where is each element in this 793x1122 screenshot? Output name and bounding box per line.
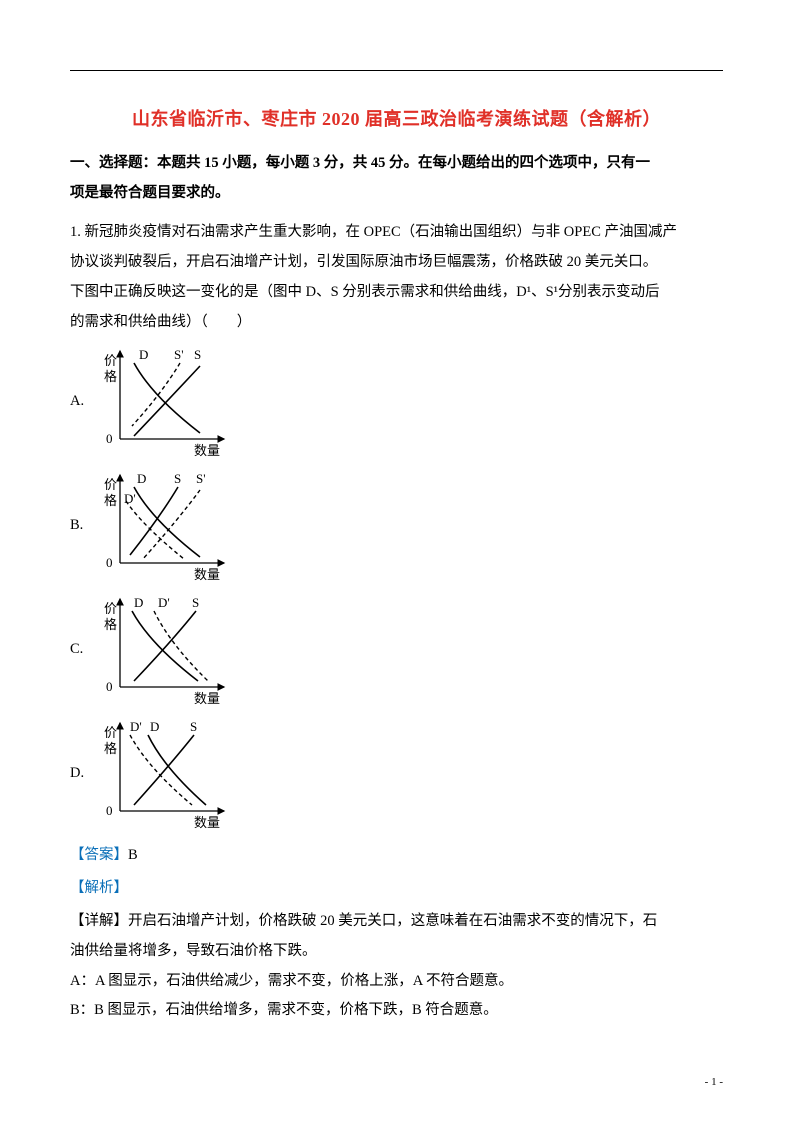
- svg-text:D: D: [137, 471, 146, 486]
- svg-text:格: 格: [104, 741, 117, 756]
- page-footer: - 1 -: [705, 1076, 723, 1088]
- chart-d: 价格 0 数量 D' D S: [92, 713, 232, 833]
- q1-line-1: 新冠肺炎疫情对石油需求产生重大影响，在 OPEC（石油输出国组织）与非 OPEC…: [85, 224, 678, 240]
- q1-line-3: 下图中正确反映这一变化的是（图中 D、S 分别表示需求和供给曲线，D¹、S¹分别…: [70, 278, 723, 308]
- svg-text:格: 格: [104, 493, 117, 508]
- instruction-line-1: 一、选择题：本题共 15 小题，每小题 3 分，共 45 分。在每小题给出的四个…: [70, 149, 723, 179]
- svg-text:价: 价: [104, 477, 117, 492]
- q1-line-4: 的需求和供给曲线）（ ）: [70, 308, 723, 338]
- svg-text:S: S: [192, 595, 199, 610]
- answer-label: 【答案】: [70, 847, 128, 863]
- svg-text:D: D: [134, 595, 143, 610]
- question-number: 1.: [70, 224, 81, 240]
- explain-line-1: 【详解】开启石油增产计划，价格跌破 20 美元关口，这意味着在石油需求不变的情况…: [70, 907, 723, 937]
- page-title: 山东省临沂市、枣庄市 2020 届高三政治临考演练试题（含解析）: [70, 105, 723, 131]
- svg-text:D: D: [139, 347, 148, 362]
- option-c: C. 价格 0 数量 D D' S: [70, 589, 723, 709]
- chart-a: 价格 0 数量 D S' S: [92, 341, 232, 461]
- svg-text:D': D': [124, 491, 136, 506]
- svg-text:0: 0: [106, 555, 113, 570]
- svg-text:数量: 数量: [194, 443, 220, 458]
- answer-value: B: [128, 847, 138, 863]
- svg-text:0: 0: [106, 679, 113, 694]
- svg-text:D': D': [130, 719, 142, 734]
- options-block: A. 价格0数量DS'S B. 价格0数量DSS'D' C. 价格0数量DD'S…: [70, 341, 723, 833]
- svg-text:S': S': [174, 347, 184, 362]
- explain-line-3: A：A 图显示，石油供给减少，需求不变，价格上涨，A 不符合题意。: [70, 967, 723, 997]
- q1-line-2: 协议谈判破裂后，开启石油增产计划，引发国际原油市场巨幅震荡，价格跌破 20 美元…: [70, 248, 723, 278]
- chart-b: 价格 0 数量 D S S' D': [92, 465, 232, 585]
- jiexi-label: 【解析】: [70, 876, 723, 897]
- svg-text:数量: 数量: [194, 815, 220, 830]
- svg-text:数量: 数量: [194, 691, 220, 706]
- svg-text:价: 价: [104, 725, 117, 740]
- svg-text:D: D: [150, 719, 159, 734]
- section-instruction: 一、选择题：本题共 15 小题，每小题 3 分，共 45 分。在每小题给出的四个…: [70, 149, 723, 208]
- instruction-line-2: 项是最符合题目要求的。: [70, 179, 723, 209]
- explanation: 【详解】开启石油增产计划，价格跌破 20 美元关口，这意味着在石油需求不变的情况…: [70, 907, 723, 1026]
- svg-text:价: 价: [104, 601, 117, 616]
- svg-text:格: 格: [104, 369, 117, 384]
- option-a-label: A.: [70, 393, 92, 410]
- svg-text:价: 价: [104, 353, 117, 368]
- option-a: A. 价格 0 数量 D S' S: [70, 341, 723, 461]
- svg-text:数量: 数量: [194, 567, 220, 582]
- svg-text:0: 0: [106, 431, 113, 446]
- explain-line-4: B：B 图显示，石油供给增多，需求不变，价格下跌，B 符合题意。: [70, 996, 723, 1026]
- option-b-label: B.: [70, 517, 92, 534]
- svg-text:S: S: [174, 471, 181, 486]
- option-b: B. 价格 0 数量 D S S' D': [70, 465, 723, 585]
- option-d-label: D.: [70, 765, 92, 782]
- option-c-label: C.: [70, 641, 92, 658]
- svg-text:S': S': [196, 471, 206, 486]
- svg-text:S: S: [194, 347, 201, 362]
- svg-text:格: 格: [104, 617, 117, 632]
- svg-text:0: 0: [106, 803, 113, 818]
- svg-text:S: S: [190, 719, 197, 734]
- top-rule: [70, 70, 723, 71]
- answer-line: 【答案】B: [70, 843, 723, 864]
- explain-line-2: 油供给量将增多，导致石油价格下跌。: [70, 937, 723, 967]
- chart-c: 价格 0 数量 D D' S: [92, 589, 232, 709]
- question-1: 1. 新冠肺炎疫情对石油需求产生重大影响，在 OPEC（石油输出国组织）与非 O…: [70, 218, 723, 337]
- option-d: D. 价格 0 数量 D' D S: [70, 713, 723, 833]
- svg-text:D': D': [158, 595, 170, 610]
